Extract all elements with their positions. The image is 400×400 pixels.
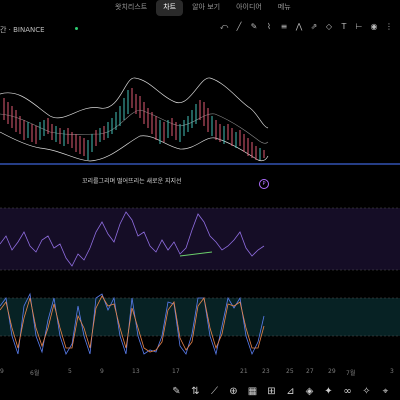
gear-icon[interactable]: ✦ [324,386,333,397]
x-tick: 7월 [346,370,356,377]
live-status-dot [75,27,78,30]
rsi-line [0,211,265,267]
tab-ideas[interactable]: 아이디어 [236,3,262,11]
calendar-icon[interactable]: ▦ [247,386,258,397]
x-tick: 9 [0,368,4,375]
tab-explore[interactable]: 알아 보기 [192,3,221,11]
pattern-icon[interactable]: ⋀ [295,22,303,31]
plus-icon[interactable]: ⊞ [267,386,276,397]
forecast-icon[interactable]: ⇗ [310,22,318,31]
top-tabs: 왓치리스트 차트 알아 보기 아이디어 메뉴 [108,0,298,16]
tab-watchlist[interactable]: 왓치리스트 [115,3,148,11]
arrows-icon[interactable]: ⇅ [191,386,200,397]
eye-icon[interactable]: ◉ [370,22,378,31]
text-icon[interactable]: T [341,22,347,31]
bb-mid-band [0,109,269,144]
pencil-icon[interactable]: ✎ [250,22,258,31]
brush-icon[interactable]: ✎ [172,386,181,397]
x-tick: 25 [286,368,294,375]
link-icon[interactable]: ∞ [343,386,352,397]
x-tick: 13 [132,368,140,375]
x-tick: 5 [68,368,72,375]
sparkle-icon[interactable]: ✧ [362,386,371,397]
more-icon[interactable]: ⋮ [385,22,393,31]
crosshair-icon[interactable]: ⊕ [229,386,238,397]
measure-icon[interactable]: ⊢ [355,22,363,31]
pin-tool-icon[interactable]: ⌖ [382,386,389,397]
time-axis: 9 6월 5 9 13 17 21 23 25 27 29 7월 3 [0,368,400,378]
x-tick: 23 [262,368,270,375]
fib-icon[interactable]: ≡ [280,22,288,31]
x-tick: 29 [328,368,336,375]
x-tick: 21 [240,368,248,375]
stoch-band [0,298,400,336]
bottom-toolbar: ✎ ⇅ ⟋ ⊕ ▦ ⊞ ⊿ ◈ ✦ ∞ ✧ ⌖ [170,385,392,398]
rsi-trendline[interactable] [179,251,213,257]
pin-icon[interactable]: P [259,179,269,189]
bb-upper-band [0,77,269,129]
line-icon[interactable]: ╱ [236,22,242,31]
candlesticks [3,88,265,160]
tab-menu[interactable]: 메뉴 [277,3,291,11]
cursor-icon[interactable]: ⤺ [219,22,229,31]
stoch-k-line [0,292,265,356]
trend-icon[interactable]: ⟋ [211,386,218,397]
drawing-toolbar: ⤺ ╱ ✎ ⌇ ≡ ⋀ ⇗ ◇ T ⊢ ◉ ⋮ [219,22,394,32]
x-tick: 3 [390,368,394,375]
layers-icon[interactable]: ◈ [305,386,314,397]
x-tick: 17 [172,368,180,375]
rsi-band [0,208,400,270]
tab-chart[interactable]: 차트 [156,0,184,16]
x-tick: 6월 [30,370,40,377]
support-annotation: 꼬리를그리며 떨어뜨리는 새로운 지지선 [82,178,182,185]
brush-icon[interactable]: ⌇ [267,22,271,31]
symbol-label: 간 · BINANCE [0,26,45,34]
stoch-d-line [0,295,265,353]
x-tick: 9 [100,368,104,375]
ruler-icon[interactable]: ⊿ [286,386,295,397]
price-chart[interactable] [0,36,400,368]
shape-icon[interactable]: ◇ [325,22,333,31]
x-tick: 27 [306,368,314,375]
